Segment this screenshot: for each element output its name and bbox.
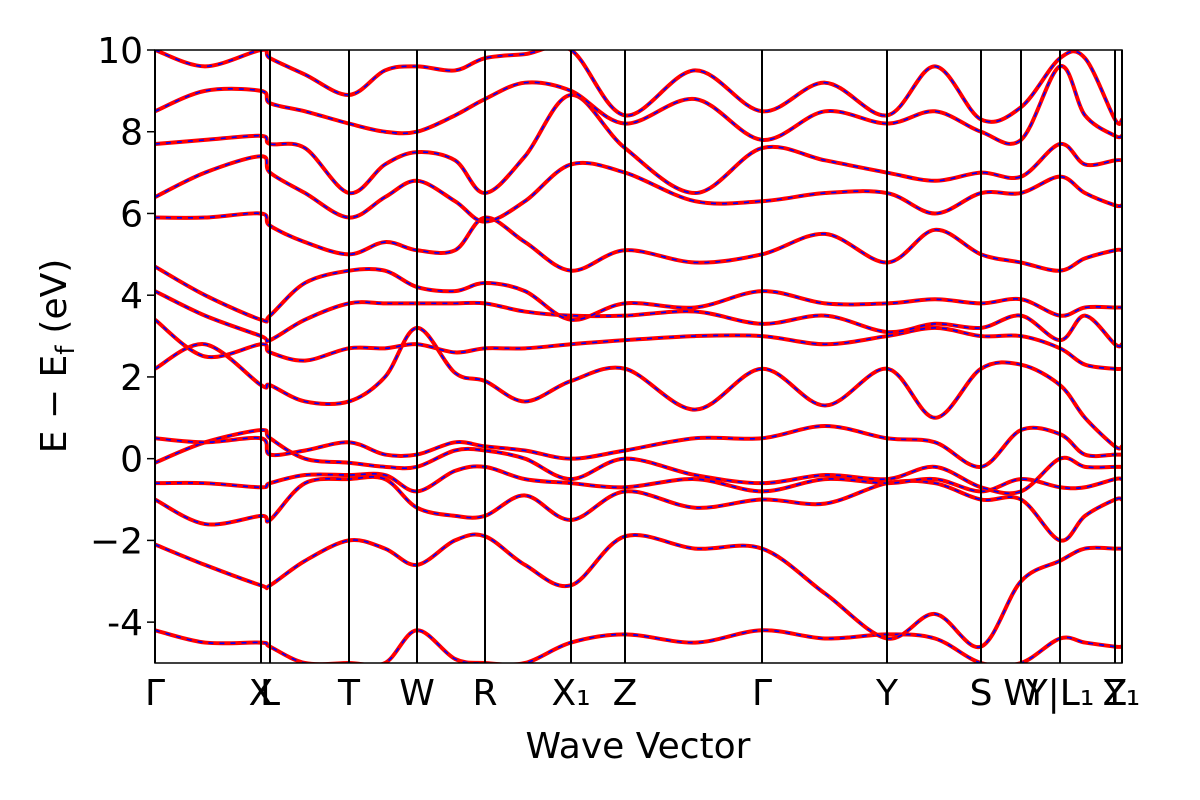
symmetry-lines	[154, 50, 1123, 663]
y-tick-label: −2	[90, 521, 143, 562]
x-tick-label: L	[260, 673, 280, 714]
x-tick-label: Y	[875, 673, 899, 714]
y-tick-label: 8	[120, 113, 143, 154]
x-tick-label: Z	[613, 673, 638, 714]
y-tick-label: 0	[120, 440, 143, 481]
y-tick-label: 2	[120, 358, 143, 399]
y-axis-label: E − Ef (eV)	[34, 259, 81, 454]
plot-area	[155, 50, 1122, 663]
band-overlay	[155, 265, 1122, 323]
x-axis-label: Wave Vector	[526, 726, 751, 767]
y-tick-label: 4	[120, 276, 143, 317]
y-tick-label: 10	[97, 31, 143, 72]
band-overlay	[155, 429, 1122, 495]
x-tick-label: S	[970, 673, 993, 714]
band-overlay	[155, 94, 1122, 194]
band-line	[155, 428, 1122, 496]
band-line	[155, 325, 1122, 451]
y-label-sub: f	[51, 345, 81, 355]
x-tick-label: T	[337, 673, 361, 714]
band-line	[155, 532, 1122, 650]
plot-frame	[154, 49, 1123, 664]
band-overlay	[155, 155, 1122, 223]
x-tick-label: Y|L₁	[1025, 673, 1095, 714]
band-overlay	[155, 327, 1122, 450]
band-overlay	[155, 533, 1122, 648]
y-label-main: E − E	[34, 355, 75, 454]
band-line	[155, 211, 1122, 273]
x-tick-label: X₁	[551, 673, 590, 714]
y-tick-label: 6	[120, 194, 143, 235]
x-tick-label: Z	[1103, 673, 1128, 714]
band-line	[155, 154, 1122, 224]
x-tick-label: W	[399, 673, 435, 714]
x-tick-label: W	[1003, 673, 1039, 714]
x-tick-label: R	[472, 673, 497, 714]
x-tick-label: Y₁	[1103, 673, 1140, 714]
band-overlay	[155, 425, 1122, 468]
y-label-unit: (eV)	[34, 259, 75, 334]
x-tick-label: Γ	[145, 673, 165, 714]
band-line	[155, 50, 1122, 126]
band-line	[155, 64, 1122, 146]
y-tick-label: -4	[107, 603, 143, 644]
x-tick-label: Γ	[752, 673, 772, 714]
x-tick-label: X	[249, 673, 274, 714]
